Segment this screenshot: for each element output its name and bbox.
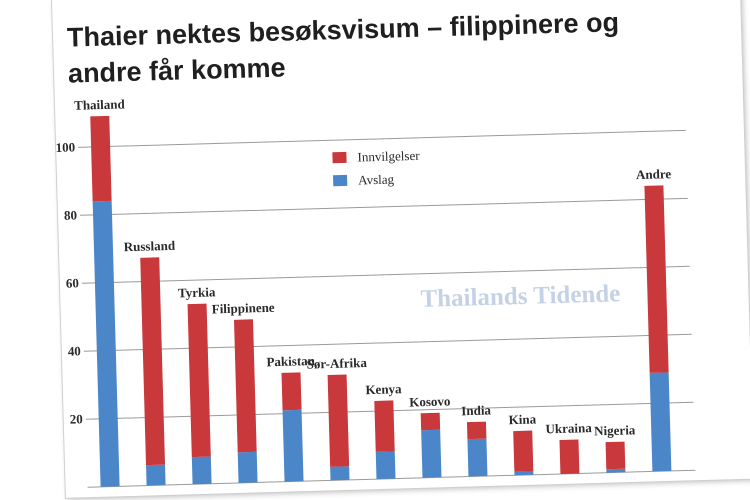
y-tick-label: 80 — [64, 207, 77, 222]
chart-svg: 20 40 60 80 100 Thailands Tidende Thailand Ru… — [55, 96, 696, 488]
bar-innvilgelser-5 — [327, 374, 350, 467]
category-label: Thailand — [74, 96, 126, 112]
bar-innvilgelser-10 — [559, 439, 580, 474]
bar-avslag-4 — [282, 409, 304, 482]
bars — [90, 115, 672, 487]
bar-innvilgelser-4 — [281, 372, 302, 411]
bar-avslag-7 — [421, 429, 442, 478]
category-label: Sør-Afrika — [306, 355, 367, 372]
y-tick-label: 100 — [55, 139, 75, 155]
category-label: Nigeria — [594, 422, 636, 438]
bar-innvilgelser-12 — [644, 185, 669, 373]
bar-avslag-11 — [606, 468, 626, 473]
bar-innvilgelser-9 — [513, 430, 534, 472]
chart-frame: Thaier nektes besøksvisum – filippinere … — [52, 0, 750, 498]
bar-avslag-1 — [146, 464, 166, 486]
gridlines: 20 40 60 80 100 — [55, 129, 696, 488]
watermark: Thailands Tidende — [420, 280, 621, 313]
legend-swatch-avslag — [333, 174, 348, 187]
bar-avslag-12 — [649, 372, 672, 472]
bar-avslag-9 — [514, 471, 534, 476]
legend-label-avslag: Avslag — [358, 172, 395, 188]
gridline — [80, 197, 688, 216]
category-label: India — [461, 402, 492, 418]
category-label: Filippinene — [212, 300, 275, 317]
category-label: Kosovo — [409, 393, 451, 409]
gridline — [78, 129, 686, 148]
category-label: Pakistan — [266, 353, 316, 369]
y-tick-label: 40 — [68, 343, 81, 358]
category-label: Russland — [124, 238, 176, 254]
bar-innvilgelser-8 — [466, 421, 487, 440]
bar-innvilgelser-3 — [234, 319, 257, 453]
bar-innvilgelser-1 — [140, 257, 166, 466]
category-label: Andre — [636, 166, 672, 182]
bar-innvilgelser-7 — [420, 412, 441, 431]
bar-avslag-0 — [92, 200, 120, 487]
bar-avslag-3 — [237, 451, 258, 483]
bar-avslag-6 — [375, 451, 396, 480]
legend-label-innvilgelser: Innvilgelser — [357, 148, 420, 165]
bar-avslag-8 — [467, 438, 488, 477]
bar-innvilgelser-2 — [187, 303, 211, 458]
bar-innvilgelser-11 — [605, 441, 626, 470]
y-tick-label: 20 — [70, 411, 83, 426]
bar-innvilgelser-6 — [374, 400, 395, 452]
category-label: Kenya — [365, 381, 402, 397]
gridline — [81, 265, 690, 284]
bar-innvilgelser-0 — [90, 115, 112, 202]
category-label: Kina — [508, 411, 536, 427]
y-tick-label: 60 — [66, 275, 79, 290]
legend: Innvilgelser Avslag — [332, 148, 420, 188]
category-label: Ukraina — [545, 420, 592, 436]
category-label: Tyrkia — [178, 284, 216, 300]
bar-avslag-5 — [330, 466, 350, 481]
bar-avslag-2 — [191, 456, 212, 485]
gridline — [83, 333, 692, 352]
legend-swatch-innvilgelser — [332, 151, 347, 164]
